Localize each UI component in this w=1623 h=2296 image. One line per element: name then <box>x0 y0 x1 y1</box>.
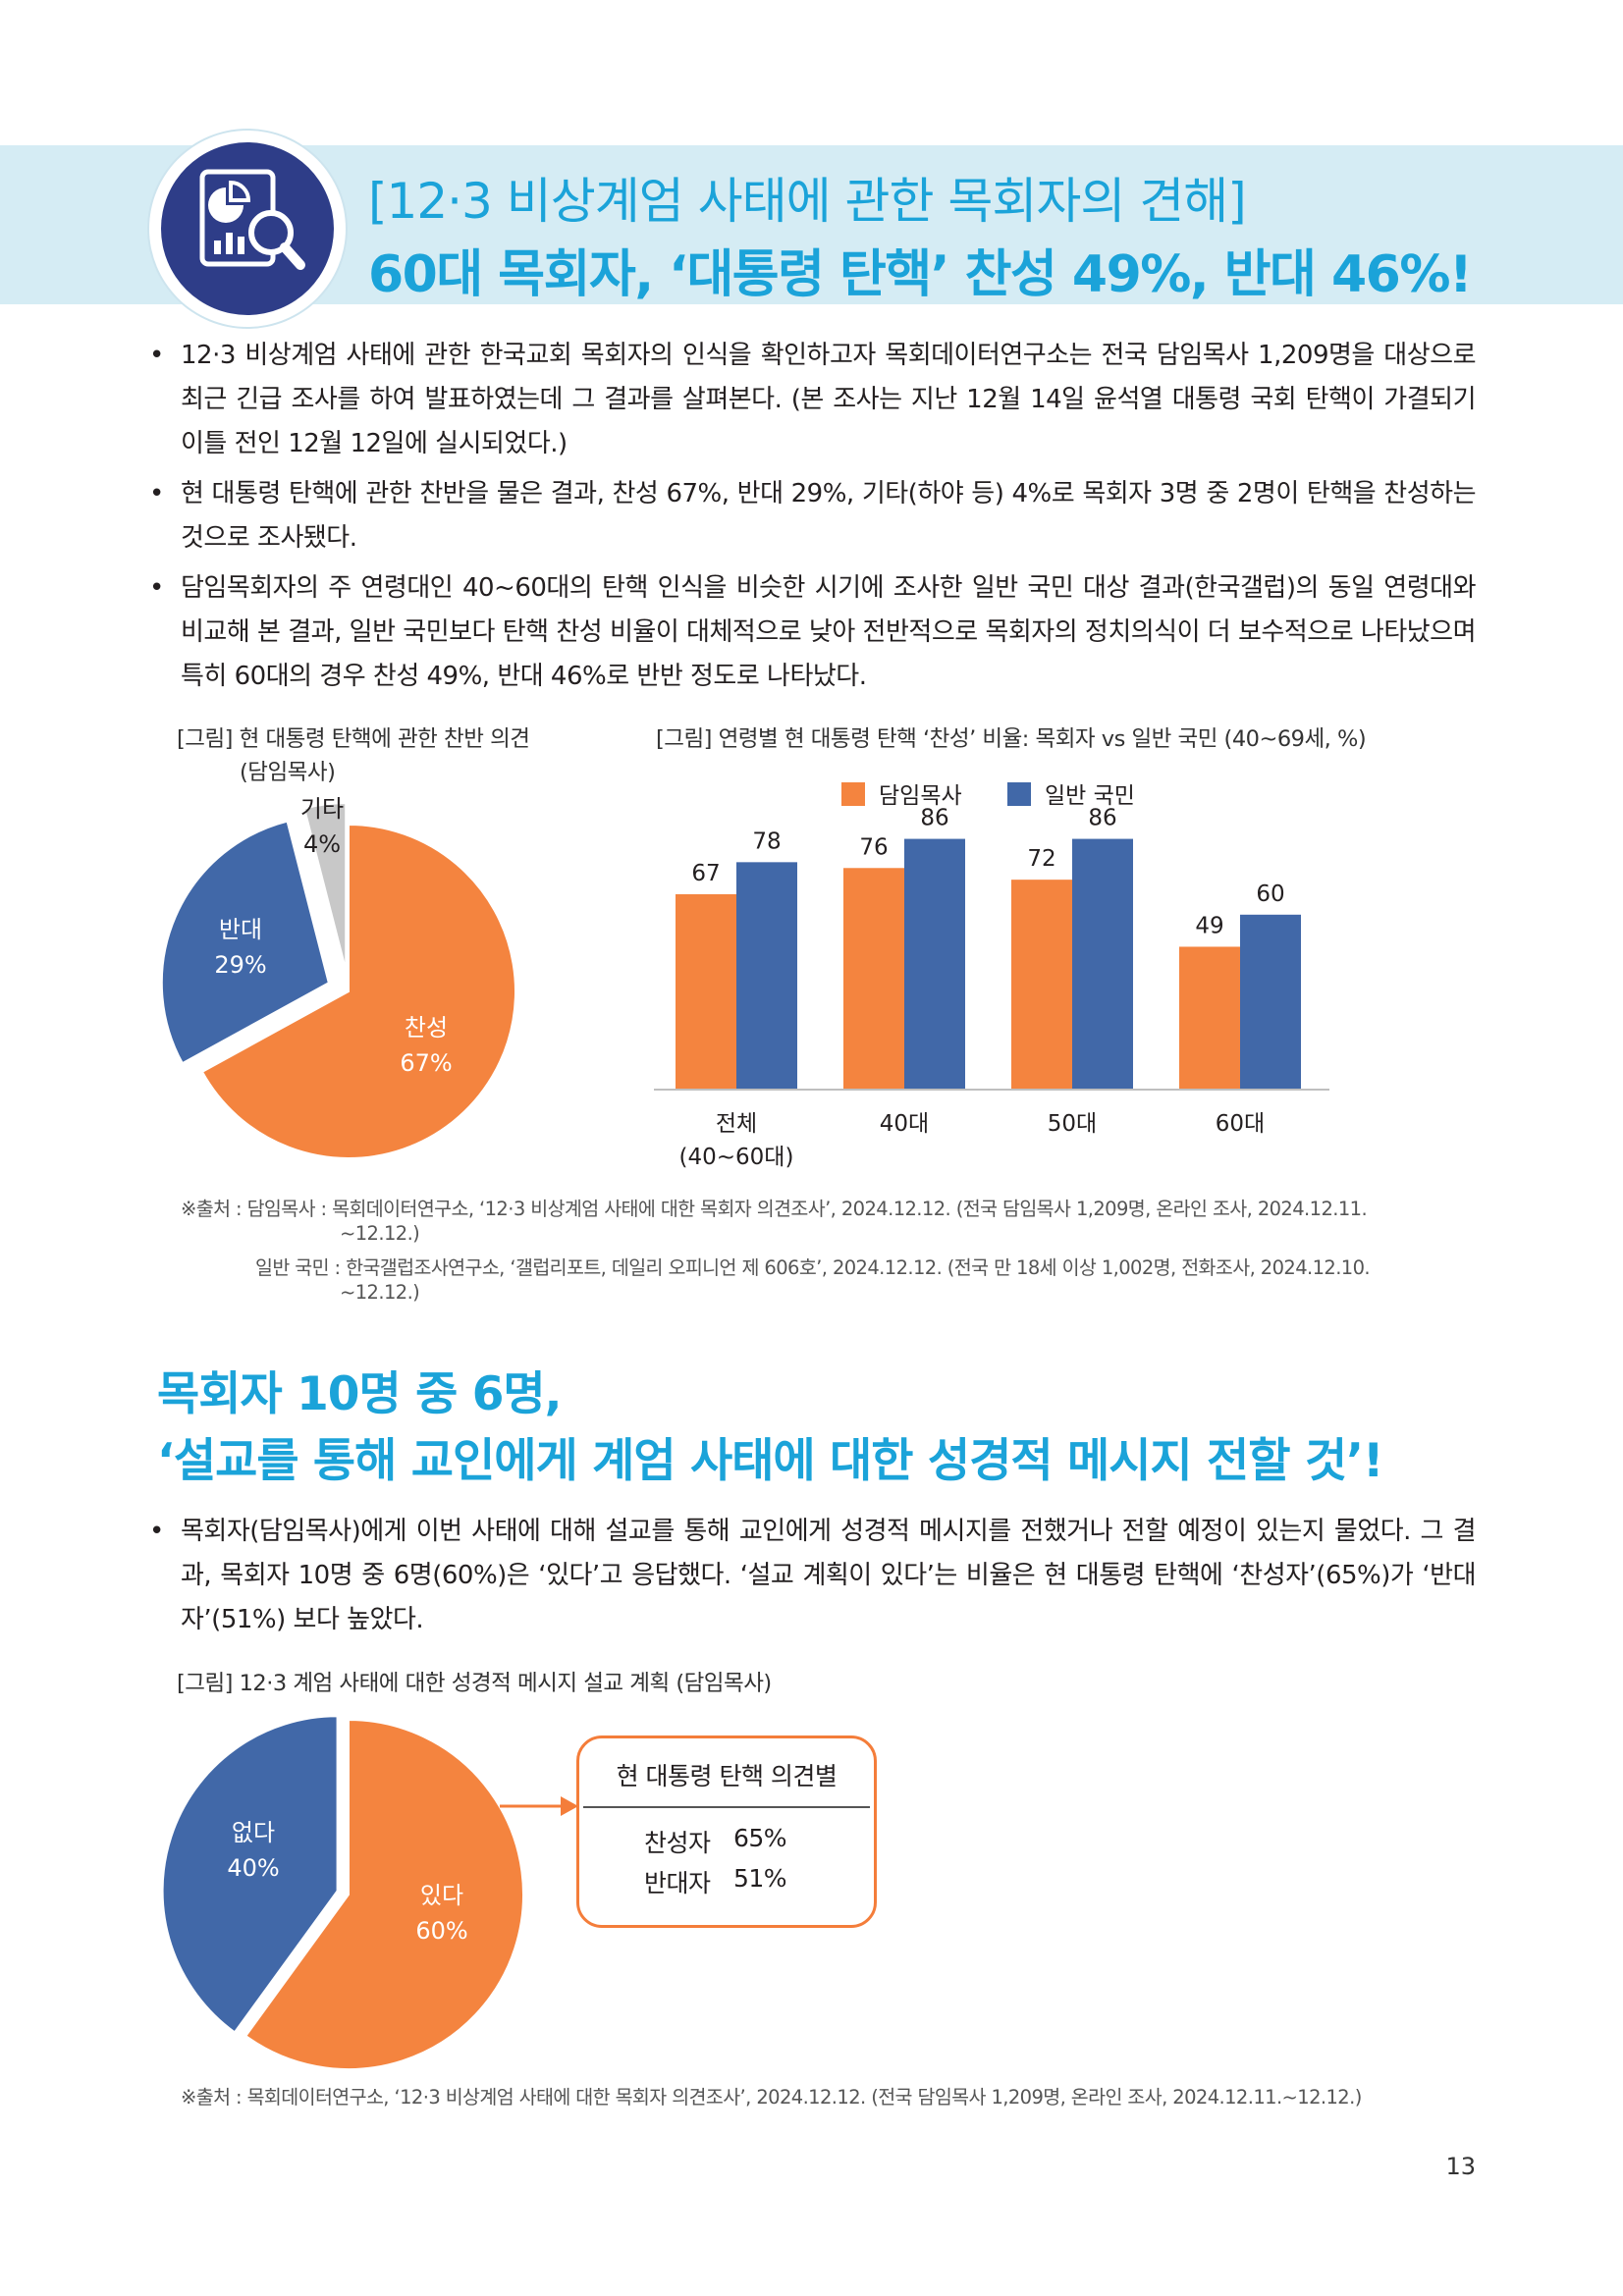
bar-value-label: 60 <box>1256 881 1284 907</box>
report-magnifier-icon <box>199 169 305 270</box>
pie-chart-impeachment: 찬성 67% 반대 29% 기타 4% <box>160 795 516 1159</box>
x-tick-label: 50대 <box>1048 1111 1097 1137</box>
header-title-line1: [12·3 비상계엄 사태에 관한 목회자의 견해] <box>368 173 1247 230</box>
opinion-callout-box <box>576 1735 877 1928</box>
pie-slice-value: 4% <box>303 830 341 858</box>
legend-label: 일반 국민 <box>1045 783 1135 809</box>
pie-slice <box>160 820 330 1065</box>
bar <box>1072 838 1133 1090</box>
legend-swatch <box>1007 782 1031 806</box>
source-note-line4: ~12.12.) <box>340 1281 420 1304</box>
pie-slice <box>302 802 348 971</box>
figure2-caption: [그림] 연령별 현 대통령 탄핵 ‘찬성’ 비율: 목회자 vs 일반 국민 … <box>656 726 1367 752</box>
figure3-caption: [그림] 12·3 계엄 사태에 대한 성경적 메시지 설교 계획 (담임목사) <box>177 1671 772 1696</box>
callout-arrow <box>500 1796 578 1816</box>
bar-chart-age-groups: 담임목사 일반 국민 67 78 76 86 72 86 49 60 전체 (40~60대) 40대… <box>654 782 1329 1170</box>
bar <box>1011 880 1072 1090</box>
bar-value-label: 67 <box>691 861 720 886</box>
source-note-line2: ~12.12.) <box>340 1222 420 1245</box>
legend-swatch <box>841 782 865 806</box>
bar-value-label: 49 <box>1195 913 1223 938</box>
x-tick-label: 40대 <box>880 1111 929 1137</box>
bullet-item: 목회자(담임목사)에게 이번 사태에 대해 설교를 통해 교인에게 성경적 메시… <box>145 1510 1477 1642</box>
x-tick-label: 60대 <box>1216 1111 1265 1137</box>
bullet-item: 현 대통령 탄핵에 관한 찬반을 물은 결과, 찬성 67%, 반대 29%, … <box>145 472 1477 561</box>
pie-slice-label: 반대 <box>219 916 262 943</box>
legend-label: 담임목사 <box>879 783 962 809</box>
section2-bullet-list: 목회자(담임목사)에게 이번 사태에 대해 설교를 통해 교인에게 성경적 메시… <box>145 1510 1477 1648</box>
callout-row-value: 51% <box>733 1864 787 1893</box>
pie-slice-label: 없다 <box>232 1819 275 1846</box>
bullet-item: 담임목회자의 주 연령대인 40~60대의 탄핵 인식을 비슷한 시기에 조사한… <box>145 566 1477 699</box>
pie-slice <box>161 1715 339 2034</box>
callout-row-label: 반대자 <box>644 1869 711 1897</box>
bar <box>904 838 965 1090</box>
pie-slice-label: 찬성 <box>405 1014 448 1041</box>
source-note-line1: ※출처 : 담임목사 : 목회데이터연구소, ‘12·3 비상계엄 사태에 대한… <box>181 1198 1368 1220</box>
source-note-section2: ※출처 : 목회데이터연구소, ‘12·3 비상계엄 사태에 대한 목회자 의견… <box>181 2086 1362 2109</box>
figure1-caption-sub: (담임목사) <box>240 760 336 785</box>
intro-bullet-list: 12·3 비상계엄 사태에 관한 한국교회 목회자의 인식을 확인하고자 목회데… <box>145 334 1477 705</box>
bar <box>736 862 797 1090</box>
pie-chart-sermon-plan: 있다 60% 없다 40% <box>161 1715 524 2070</box>
page-number: 13 <box>1445 2153 1476 2180</box>
bar-value-label: 86 <box>1088 806 1116 831</box>
callout-divider <box>583 1806 870 1808</box>
pie-slice-label: 기타 <box>300 795 344 823</box>
source-note-line3: 일반 국민 : 한국갤럽조사연구소, ‘갤럽리포트, 데일리 오피니언 제 60… <box>255 1256 1371 1279</box>
pie-slice <box>243 1718 524 2070</box>
callout-row-value: 65% <box>733 1824 787 1852</box>
figure1-caption: [그림] 현 대통령 탄핵에 관한 찬반 의견 <box>177 726 530 752</box>
pie-slice-label: 있다 <box>420 1882 463 1909</box>
bar-value-label: 78 <box>752 828 781 854</box>
x-tick-label: (40~60대) <box>679 1145 794 1170</box>
pie-slice-value: 67% <box>400 1049 452 1077</box>
pie-slice-value: 60% <box>415 1917 467 1945</box>
bar <box>1179 946 1240 1090</box>
bar <box>1240 914 1301 1090</box>
callout-title: 현 대통령 탄핵 의견별 <box>616 1762 838 1790</box>
section2-title-line2: ‘설교를 통해 교인에게 계엄 사태에 대한 성경적 메시지 전할 것’! <box>157 1434 1383 1488</box>
callout-row-label: 찬성자 <box>644 1829 711 1857</box>
bar-value-label: 76 <box>859 834 888 860</box>
bullet-item: 12·3 비상계엄 사태에 관한 한국교회 목회자의 인식을 확인하고자 목회데… <box>145 334 1477 466</box>
bar-value-label: 86 <box>920 806 948 831</box>
bar <box>676 894 736 1090</box>
x-tick-label: 전체 <box>716 1111 757 1137</box>
pie-slice-value: 40% <box>227 1854 279 1882</box>
bar <box>843 868 904 1090</box>
bar-value-label: 72 <box>1027 846 1055 872</box>
section2-title-line1: 목회자 10명 중 6명, <box>157 1367 562 1421</box>
pie-slice-value: 29% <box>214 951 266 979</box>
pie-slice <box>200 823 516 1159</box>
header-title-line2: 60대 목회자, ‘대통령 탄핵’ 찬성 49%, 반대 46%! <box>368 245 1473 304</box>
